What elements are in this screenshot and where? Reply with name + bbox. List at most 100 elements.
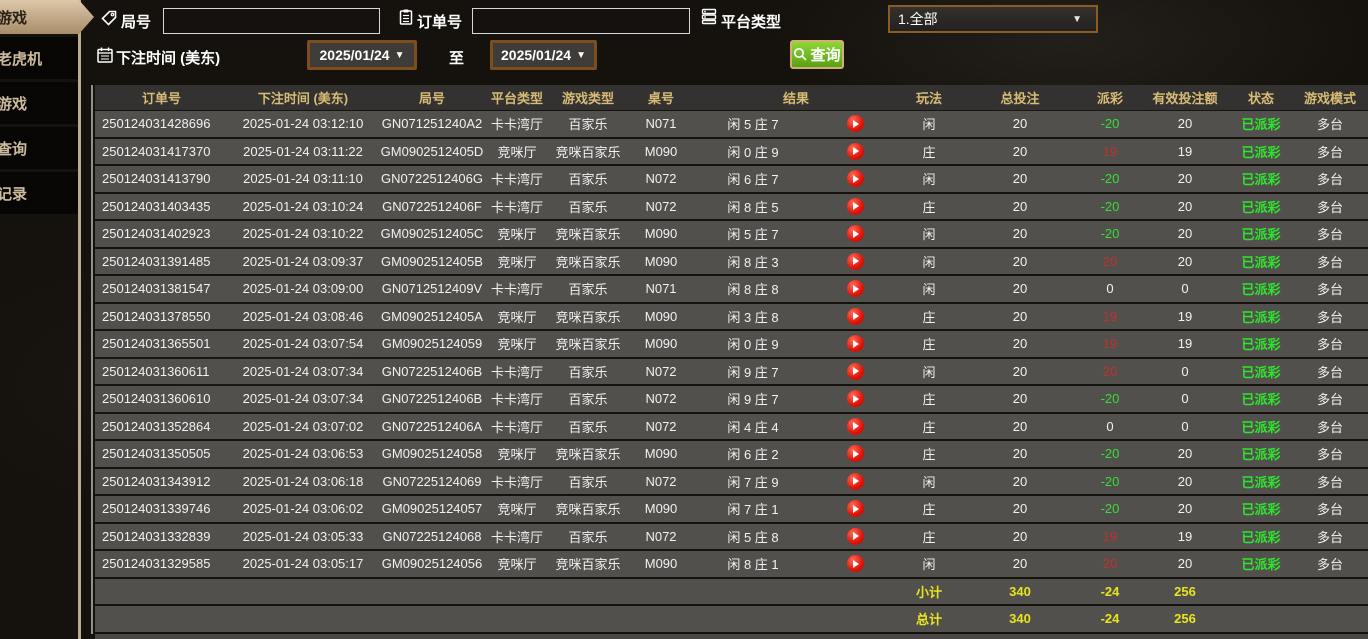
tag-icon	[100, 9, 118, 27]
cell-bet-side: 庄	[922, 502, 936, 518]
cell-replay	[812, 386, 898, 412]
play-icon[interactable]	[846, 472, 864, 490]
cell-platform: 竞咪厅	[497, 447, 537, 463]
sidebar-item-slots[interactable]: 老虎机	[0, 37, 78, 79]
cell-total-bet: 20	[1012, 116, 1028, 132]
cell-game-mode: 多台	[1316, 447, 1343, 463]
cell-platform: 卡卡湾厅	[490, 419, 543, 435]
table-row: 250124031339746 2025-01-24 03:06:02 GM09…	[95, 496, 1368, 522]
cell-status: 已派彩	[1241, 557, 1281, 573]
table-row: 250124031402923 2025-01-24 03:10:22 GM09…	[95, 221, 1368, 247]
cell-game-type: 竞咪百家乐	[555, 447, 621, 463]
cell-result: 闲 0 庄 9	[727, 144, 779, 160]
play-icon[interactable]	[846, 307, 864, 325]
cell-result: 闲 7 庄 9	[727, 474, 779, 490]
platform-type-select[interactable]: 1.全部 ▼	[888, 5, 1098, 33]
cell-payout: 0	[1106, 281, 1114, 297]
cell-order-id: 250124031403435	[102, 198, 211, 214]
table-left-rail	[91, 85, 93, 634]
play-icon[interactable]	[846, 280, 864, 298]
cell-game-mode: 多台	[1316, 117, 1343, 133]
cell-result: 闲 5 庄 8	[727, 529, 779, 545]
play-icon[interactable]	[846, 390, 864, 408]
cell-platform: 卡卡湾厅	[490, 117, 543, 133]
sidebar-item-records[interactable]: 记录	[0, 172, 78, 214]
cell-table-no: M090	[644, 253, 678, 269]
round-id-input[interactable]	[163, 8, 380, 34]
cell-status: 已派彩	[1241, 199, 1281, 215]
cell-order-id: 250124031428696	[102, 116, 211, 132]
cell-total-bet: 20	[1012, 308, 1028, 324]
order-id-input[interactable]	[472, 8, 690, 34]
cell-bet-side: 闲	[922, 227, 936, 243]
cell-result: 闲 8 庄 5	[727, 199, 779, 215]
cell-game-mode: 多台	[1316, 502, 1343, 518]
cell-game-type: 百家乐	[568, 117, 608, 133]
sidebar-item-query[interactable]: 查询	[0, 127, 78, 169]
cell-result: 闲 6 庄 2	[727, 447, 779, 463]
cell-table-no: N072	[645, 363, 677, 379]
play-icon[interactable]	[846, 555, 864, 573]
cell-table-no: M090	[644, 446, 678, 462]
cell-replay	[812, 331, 898, 357]
cell-round-id: GM0902512405C	[380, 226, 484, 242]
cell-total-bet: 20	[1012, 171, 1028, 187]
cell-game-type: 竞咪百家乐	[555, 502, 621, 518]
cell-valid-bet: 0	[1181, 391, 1189, 407]
cell-game-type: 竞咪百家乐	[555, 227, 621, 243]
sidebar-item-live-games[interactable]: 游戏	[0, 0, 94, 34]
cell-replay	[812, 551, 898, 577]
cell-result: 闲 9 庄 7	[727, 392, 779, 408]
cell-round-id: GN0722512406F	[382, 198, 482, 214]
cell-valid-bet: 20	[1177, 171, 1193, 187]
cell-status: 已派彩	[1241, 144, 1281, 160]
cell-table-no: N072	[645, 528, 677, 544]
play-icon[interactable]	[846, 197, 864, 215]
date-to-label: 至	[449, 50, 465, 67]
cell-bet-time: 2025-01-24 03:11:10	[243, 171, 363, 187]
cell-game-mode: 多台	[1316, 309, 1343, 325]
cell-round-id: GN0722512406B	[381, 363, 483, 379]
play-icon[interactable]	[846, 445, 864, 463]
cell-result: 闲 5 庄 7	[727, 227, 779, 243]
date-from-picker[interactable]: 2025/01/24 ▼	[307, 40, 417, 70]
play-icon[interactable]	[846, 417, 864, 435]
play-icon[interactable]	[846, 225, 864, 243]
cell-game-mode: 多台	[1316, 529, 1343, 545]
cell-bet-time: 2025-01-24 03:11:22	[243, 143, 363, 159]
cell-bet-side: 庄	[922, 337, 936, 353]
header-platform: 平台类型	[490, 91, 543, 106]
table-row: 250124031428696 2025-01-24 03:12:10 GN07…	[95, 111, 1368, 137]
subtotal-label: 小计	[915, 584, 942, 600]
cell-bet-time: 2025-01-24 03:05:17	[242, 556, 364, 572]
cell-round-id: GM0902512405A	[381, 308, 483, 324]
header-status: 状态	[1247, 91, 1274, 106]
cell-replay	[812, 304, 898, 330]
calendar-icon	[96, 46, 114, 64]
search-button[interactable]: 查询	[790, 40, 844, 69]
cell-valid-bet: 20	[1177, 116, 1193, 132]
cell-total-bet: 20	[1012, 528, 1028, 544]
cell-valid-bet: 20	[1177, 446, 1193, 462]
play-icon[interactable]	[846, 500, 864, 518]
play-icon[interactable]	[846, 335, 864, 353]
cell-valid-bet: 0	[1181, 363, 1189, 379]
cell-status: 已派彩	[1241, 529, 1281, 545]
play-icon[interactable]	[846, 252, 864, 270]
header-order-id: 订单号	[141, 91, 181, 106]
cell-order-id: 250124031417370	[102, 143, 211, 159]
cell-replay	[812, 194, 898, 220]
play-icon[interactable]	[846, 170, 864, 188]
cell-result: 闲 6 庄 7	[727, 172, 779, 188]
round-id-label: 局号	[121, 14, 152, 31]
cell-valid-bet: 20	[1177, 473, 1193, 489]
play-icon[interactable]	[846, 115, 864, 133]
play-icon[interactable]	[846, 527, 864, 545]
cell-order-id: 250124031339746	[102, 501, 211, 517]
order-id-label: 订单号	[417, 14, 463, 31]
cell-bet-time: 2025-01-24 03:12:10	[242, 116, 364, 132]
date-to-picker[interactable]: 2025/01/24 ▼	[490, 40, 597, 70]
play-icon[interactable]	[846, 142, 864, 160]
play-icon[interactable]	[846, 362, 864, 380]
sidebar-item-games[interactable]: 游戏	[0, 82, 78, 124]
